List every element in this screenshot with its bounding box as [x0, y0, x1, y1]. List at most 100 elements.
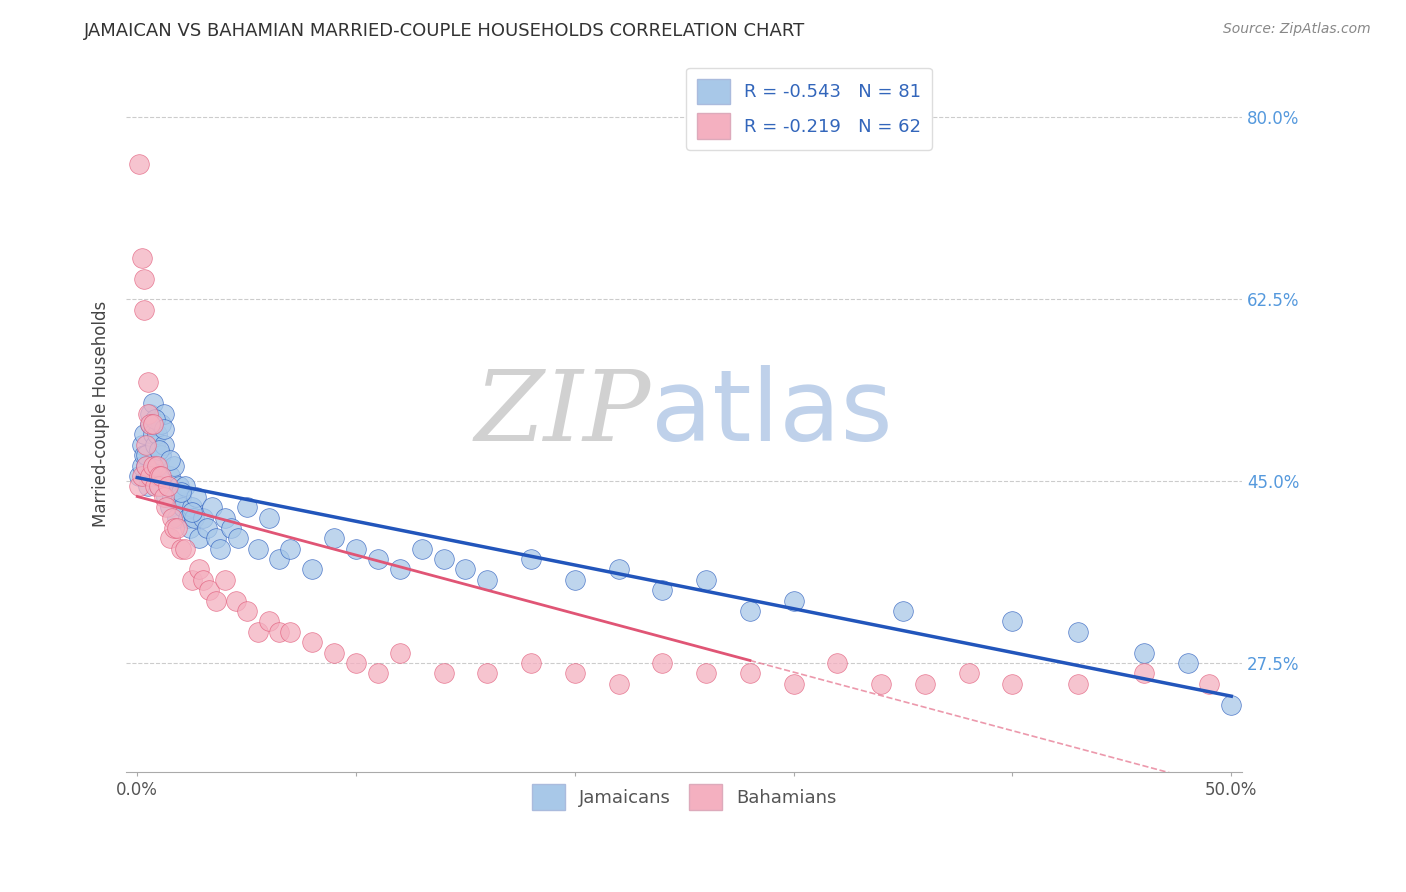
Point [143, 412, 166, 426]
Point [146, 458, 169, 473]
Point [170, 490, 193, 504]
Point [176, 510, 198, 524]
Point [156, 479, 179, 493]
Point [181, 500, 204, 515]
Point [139, 417, 162, 431]
Point [142, 427, 165, 442]
Point [163, 521, 186, 535]
Point [142, 396, 165, 410]
Point [870, 677, 893, 691]
Y-axis label: Married-couple Households: Married-couple Households [93, 301, 110, 527]
Point [891, 604, 914, 618]
Point [142, 458, 165, 473]
Point [159, 500, 181, 515]
Point [280, 624, 302, 639]
Point [159, 531, 181, 545]
Point [186, 490, 208, 504]
Point [782, 593, 804, 607]
Point [269, 624, 291, 639]
Point [914, 677, 936, 691]
Text: Source: ZipAtlas.com: Source: ZipAtlas.com [1223, 22, 1371, 37]
Point [323, 531, 346, 545]
Point [135, 458, 157, 473]
Point [146, 427, 169, 442]
Point [150, 469, 173, 483]
Point [131, 251, 153, 265]
Point [139, 407, 162, 421]
Point [139, 417, 162, 431]
Point [388, 646, 411, 660]
Point [131, 469, 153, 483]
Point [1177, 656, 1199, 670]
Point [205, 593, 228, 607]
Point [226, 531, 249, 545]
Point [1067, 677, 1090, 691]
Text: ZIP: ZIP [475, 366, 651, 461]
Point [257, 510, 280, 524]
Point [187, 531, 209, 545]
Point [155, 500, 177, 515]
Point [162, 510, 184, 524]
Point [782, 677, 804, 691]
Point [246, 624, 269, 639]
Point [172, 500, 194, 515]
Point [280, 541, 302, 556]
Point [170, 541, 193, 556]
Point [174, 479, 197, 493]
Text: atlas: atlas [651, 365, 893, 462]
Point [209, 541, 232, 556]
Point [187, 562, 209, 576]
Point [136, 469, 159, 483]
Point [1133, 666, 1156, 681]
Point [432, 666, 454, 681]
Point [520, 552, 543, 566]
Point [132, 271, 155, 285]
Point [520, 656, 543, 670]
Point [148, 479, 170, 493]
Point [1001, 615, 1024, 629]
Point [454, 562, 477, 576]
Point [214, 510, 236, 524]
Point [148, 469, 170, 483]
Legend: Jamaicans, Bahamians: Jamaicans, Bahamians [524, 777, 844, 817]
Point [235, 500, 257, 515]
Point [139, 469, 162, 483]
Point [174, 541, 197, 556]
Point [957, 666, 980, 681]
Point [131, 458, 153, 473]
Point [269, 552, 291, 566]
Point [246, 541, 269, 556]
Point [344, 656, 367, 670]
Point [257, 615, 280, 629]
Point [148, 442, 170, 457]
Point [323, 646, 346, 660]
Point [607, 677, 630, 691]
Point [148, 458, 170, 473]
Point [367, 666, 389, 681]
Point [214, 573, 236, 587]
Point [152, 422, 174, 436]
Point [388, 562, 411, 576]
Point [159, 469, 181, 483]
Point [143, 479, 166, 493]
Point [607, 562, 630, 576]
Point [156, 479, 179, 493]
Point [738, 604, 761, 618]
Point [827, 656, 849, 670]
Point [738, 666, 761, 681]
Point [195, 521, 218, 535]
Point [179, 521, 201, 535]
Point [651, 656, 673, 670]
Point [301, 635, 323, 649]
Point [181, 573, 204, 587]
Point [155, 490, 177, 504]
Point [135, 438, 157, 452]
Point [170, 484, 193, 499]
Point [135, 448, 157, 462]
Point [201, 500, 224, 515]
Point [143, 438, 166, 452]
Point [142, 417, 165, 431]
Point [135, 458, 157, 473]
Point [225, 593, 247, 607]
Point [131, 438, 153, 452]
